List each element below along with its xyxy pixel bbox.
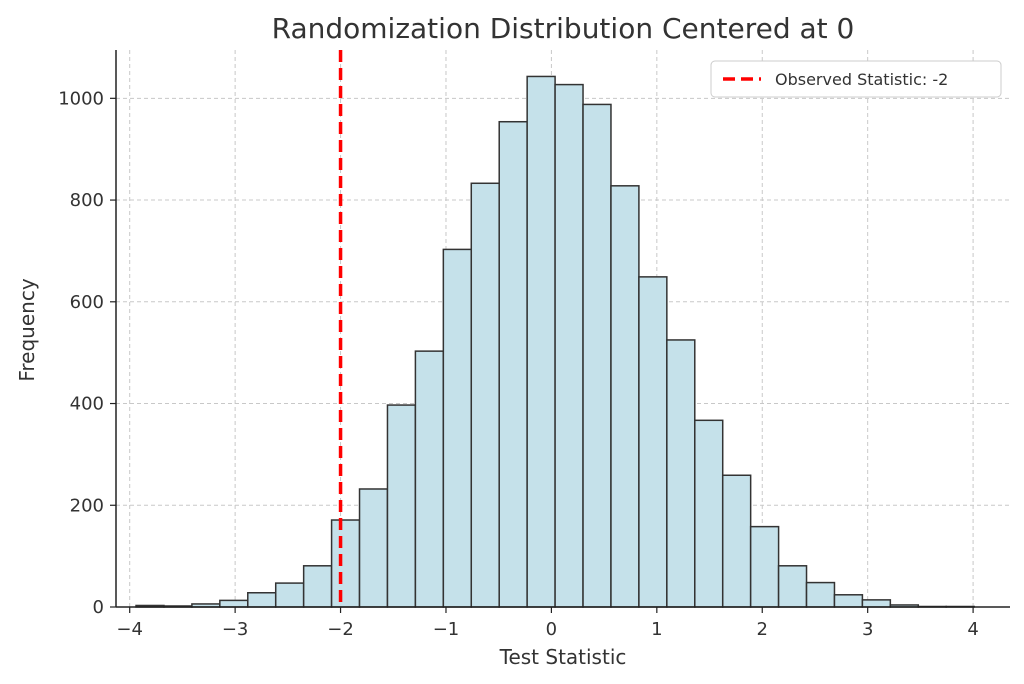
x-tick-label: −2 (327, 619, 354, 640)
histogram-bar (805, 581, 836, 608)
x-axis-ticks: −4 −3 −2 −1 0 1 2 3 4 (116, 607, 979, 640)
x-tick-label: 2 (757, 619, 768, 640)
histogram-bar (526, 75, 556, 608)
histogram-bar (721, 474, 752, 608)
histogram-bar (358, 488, 389, 608)
y-axis-label: Frequency (15, 278, 39, 381)
y-tick-label: 800 (70, 190, 104, 211)
x-tick-label: −3 (222, 619, 249, 640)
x-tick-label: −1 (433, 619, 460, 640)
histogram-bar (386, 404, 417, 608)
histogram-bar (610, 185, 640, 608)
histogram-bar (470, 182, 500, 608)
legend-label-observed: Observed Statistic: -2 (775, 70, 948, 89)
y-tick-label: 400 (70, 394, 104, 415)
histogram-bar (777, 565, 808, 608)
histogram-bar (274, 582, 305, 608)
y-tick-label: 600 (70, 292, 104, 313)
histogram-bar (638, 276, 668, 608)
histogram-bar (498, 120, 528, 608)
histogram-bar (749, 525, 780, 608)
y-tick-label: 200 (70, 495, 104, 516)
x-tick-label: 1 (651, 619, 662, 640)
x-tick-label: −4 (116, 619, 143, 640)
histogram-bar (554, 83, 584, 608)
histogram-bar (582, 103, 612, 608)
y-tick-label: 0 (93, 597, 104, 618)
histogram-bar (330, 519, 361, 608)
histogram-bar (442, 248, 473, 608)
histogram-bar (861, 599, 892, 608)
histogram-bar (302, 565, 333, 608)
axes (115, 50, 1010, 608)
x-tick-label: 0 (546, 619, 557, 640)
legend: Observed Statistic: -2 (710, 60, 1002, 98)
histogram-bar (666, 339, 696, 608)
histogram-bar (833, 594, 864, 608)
legend-box (710, 60, 1002, 98)
histogram-bar (219, 599, 249, 608)
histogram-bar (414, 350, 445, 608)
histogram-bar (247, 592, 277, 608)
histogram-bar (694, 419, 724, 608)
histogram-bars (135, 75, 975, 608)
y-axis-ticks: 0 200 400 600 800 1000 (58, 88, 116, 618)
x-axis-label: Test Statistic (499, 645, 627, 669)
y-tick-label: 1000 (58, 88, 104, 109)
x-tick-label: 4 (967, 619, 978, 640)
chart-title: Randomization Distribution Centered at 0 (272, 12, 855, 45)
x-tick-label: 3 (862, 619, 873, 640)
